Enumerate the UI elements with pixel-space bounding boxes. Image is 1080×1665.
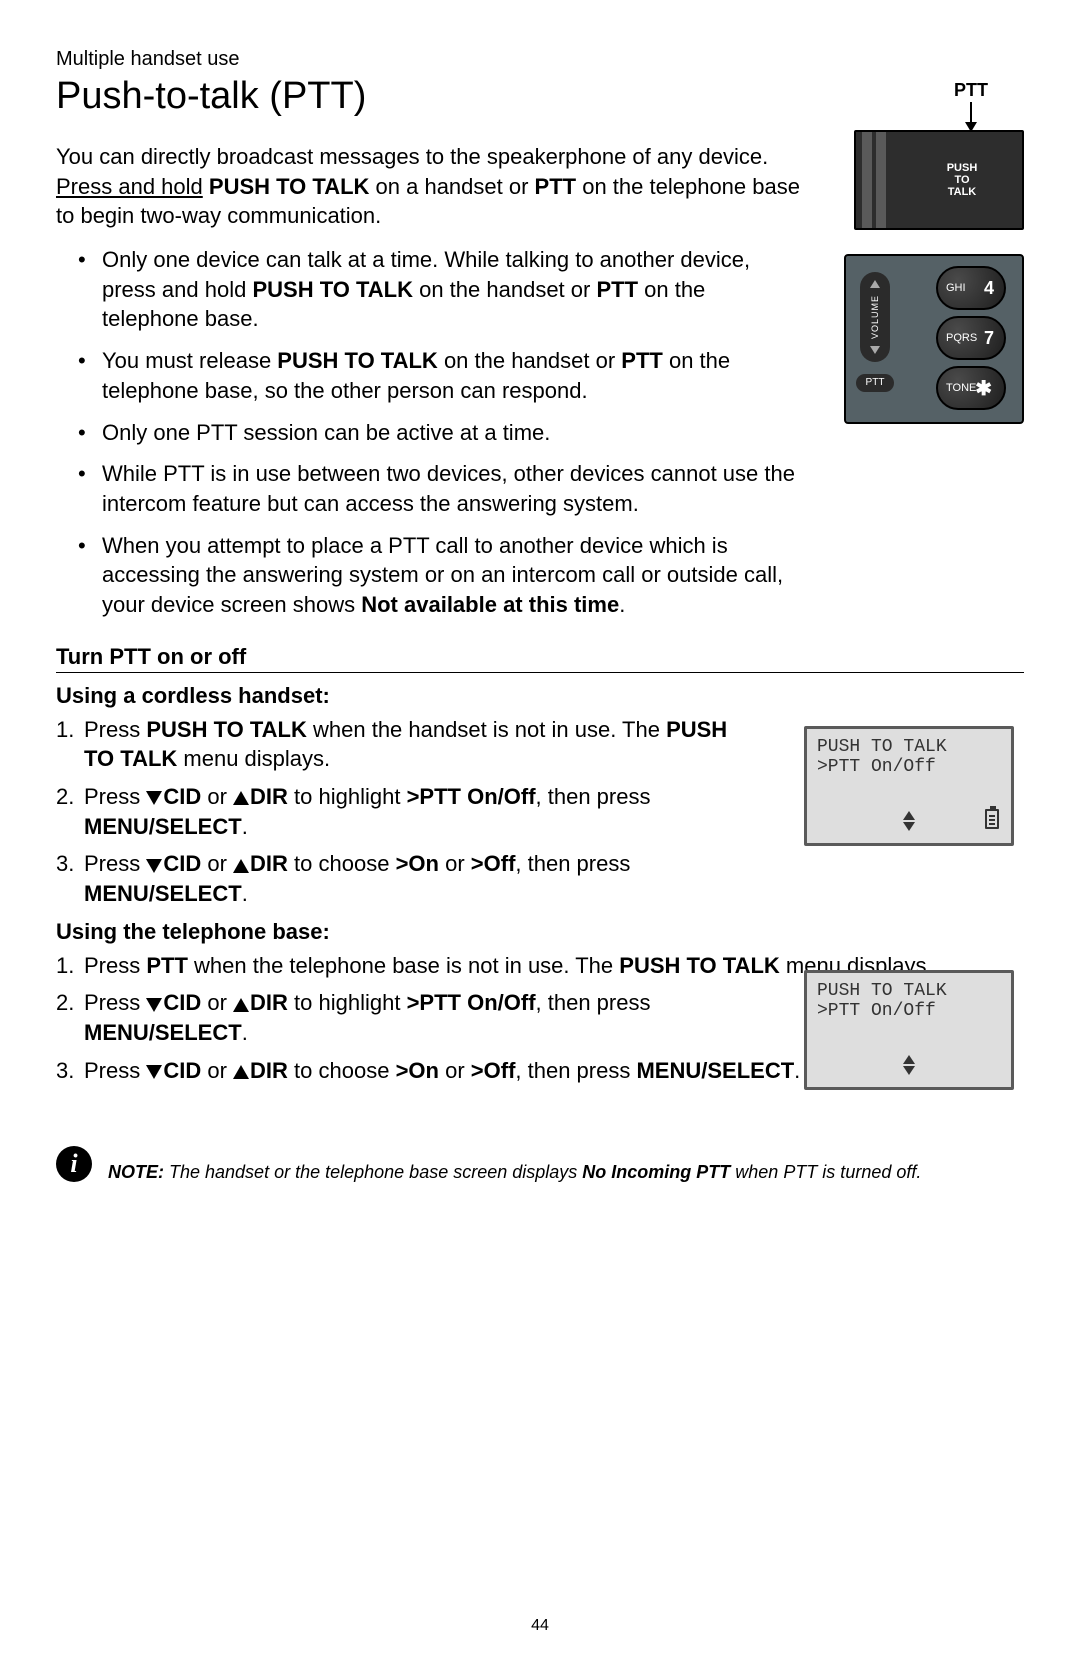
bullet-item: Only one PTT session can be active at a … — [78, 418, 798, 448]
keypad-key-7: PQRS7 — [936, 316, 1006, 360]
page-number: 44 — [531, 1617, 549, 1635]
up-arrow-icon — [233, 791, 249, 805]
note-text: NOTE: The handset or the telephone base … — [108, 1146, 921, 1184]
nav-arrows-icon — [903, 811, 915, 831]
up-arrow-icon — [233, 1065, 249, 1079]
step: Press CID or DIR to highlight >PTT On/Of… — [56, 782, 736, 841]
nav-arrows-icon — [903, 1055, 915, 1075]
battery-icon — [985, 809, 999, 829]
down-arrow-icon — [146, 859, 162, 873]
handset-illustration: PUSHTOTALK — [854, 130, 1024, 230]
base-heading: Using the telephone base: — [56, 919, 1024, 945]
keypad-key-star: TONE✱ — [936, 366, 1006, 410]
bullet-item: Only one device can talk at a time. Whil… — [78, 245, 798, 334]
base-illustration: VOLUME PTT GHI4 PQRS7 TONE✱ — [844, 254, 1024, 424]
down-arrow-icon — [146, 1065, 162, 1079]
bullet-item: You must release PUSH TO TALK on the han… — [78, 346, 798, 405]
step: Press CID or DIR to highlight >PTT On/Of… — [56, 988, 716, 1047]
info-icon: i — [56, 1146, 92, 1182]
down-arrow-icon — [146, 998, 162, 1012]
up-arrow-icon — [233, 859, 249, 873]
ptt-callout-label: PTT — [954, 80, 988, 101]
bullet-list: Only one device can talk at a time. Whil… — [78, 245, 798, 620]
lcd-screen-base: PUSH TO TALK >PTT On/Off — [804, 970, 1014, 1090]
turn-ptt-heading: Turn PTT on or off — [56, 644, 1024, 673]
cordless-heading: Using a cordless handset: — [56, 683, 1024, 709]
step: Press CID or DIR to choose >On or >Off, … — [56, 849, 736, 908]
keypad-key-4: GHI4 — [936, 266, 1006, 310]
lcd-screen-handset: PUSH TO TALK >PTT On/Off — [804, 726, 1014, 846]
note-block: i NOTE: The handset or the telephone bas… — [56, 1146, 996, 1184]
ptt-callout-arrow — [970, 102, 972, 130]
page-title: Push-to-talk (PTT) — [56, 75, 1024, 118]
bullet-item: When you attempt to place a PTT call to … — [78, 531, 798, 620]
down-arrow-icon — [146, 791, 162, 805]
step: Press PUSH TO TALK when the handset is n… — [56, 715, 736, 774]
bullet-item: While PTT is in use between two devices,… — [78, 459, 798, 518]
volume-rocker: VOLUME — [860, 272, 890, 362]
intro-paragraph: You can directly broadcast messages to t… — [56, 142, 816, 231]
section-label: Multiple handset use — [56, 48, 1024, 71]
push-to-talk-button-label: PUSHTOTALK — [932, 162, 992, 198]
ptt-button: PTT — [856, 374, 894, 392]
up-arrow-icon — [233, 998, 249, 1012]
cordless-steps: Press PUSH TO TALK when the handset is n… — [56, 715, 736, 909]
